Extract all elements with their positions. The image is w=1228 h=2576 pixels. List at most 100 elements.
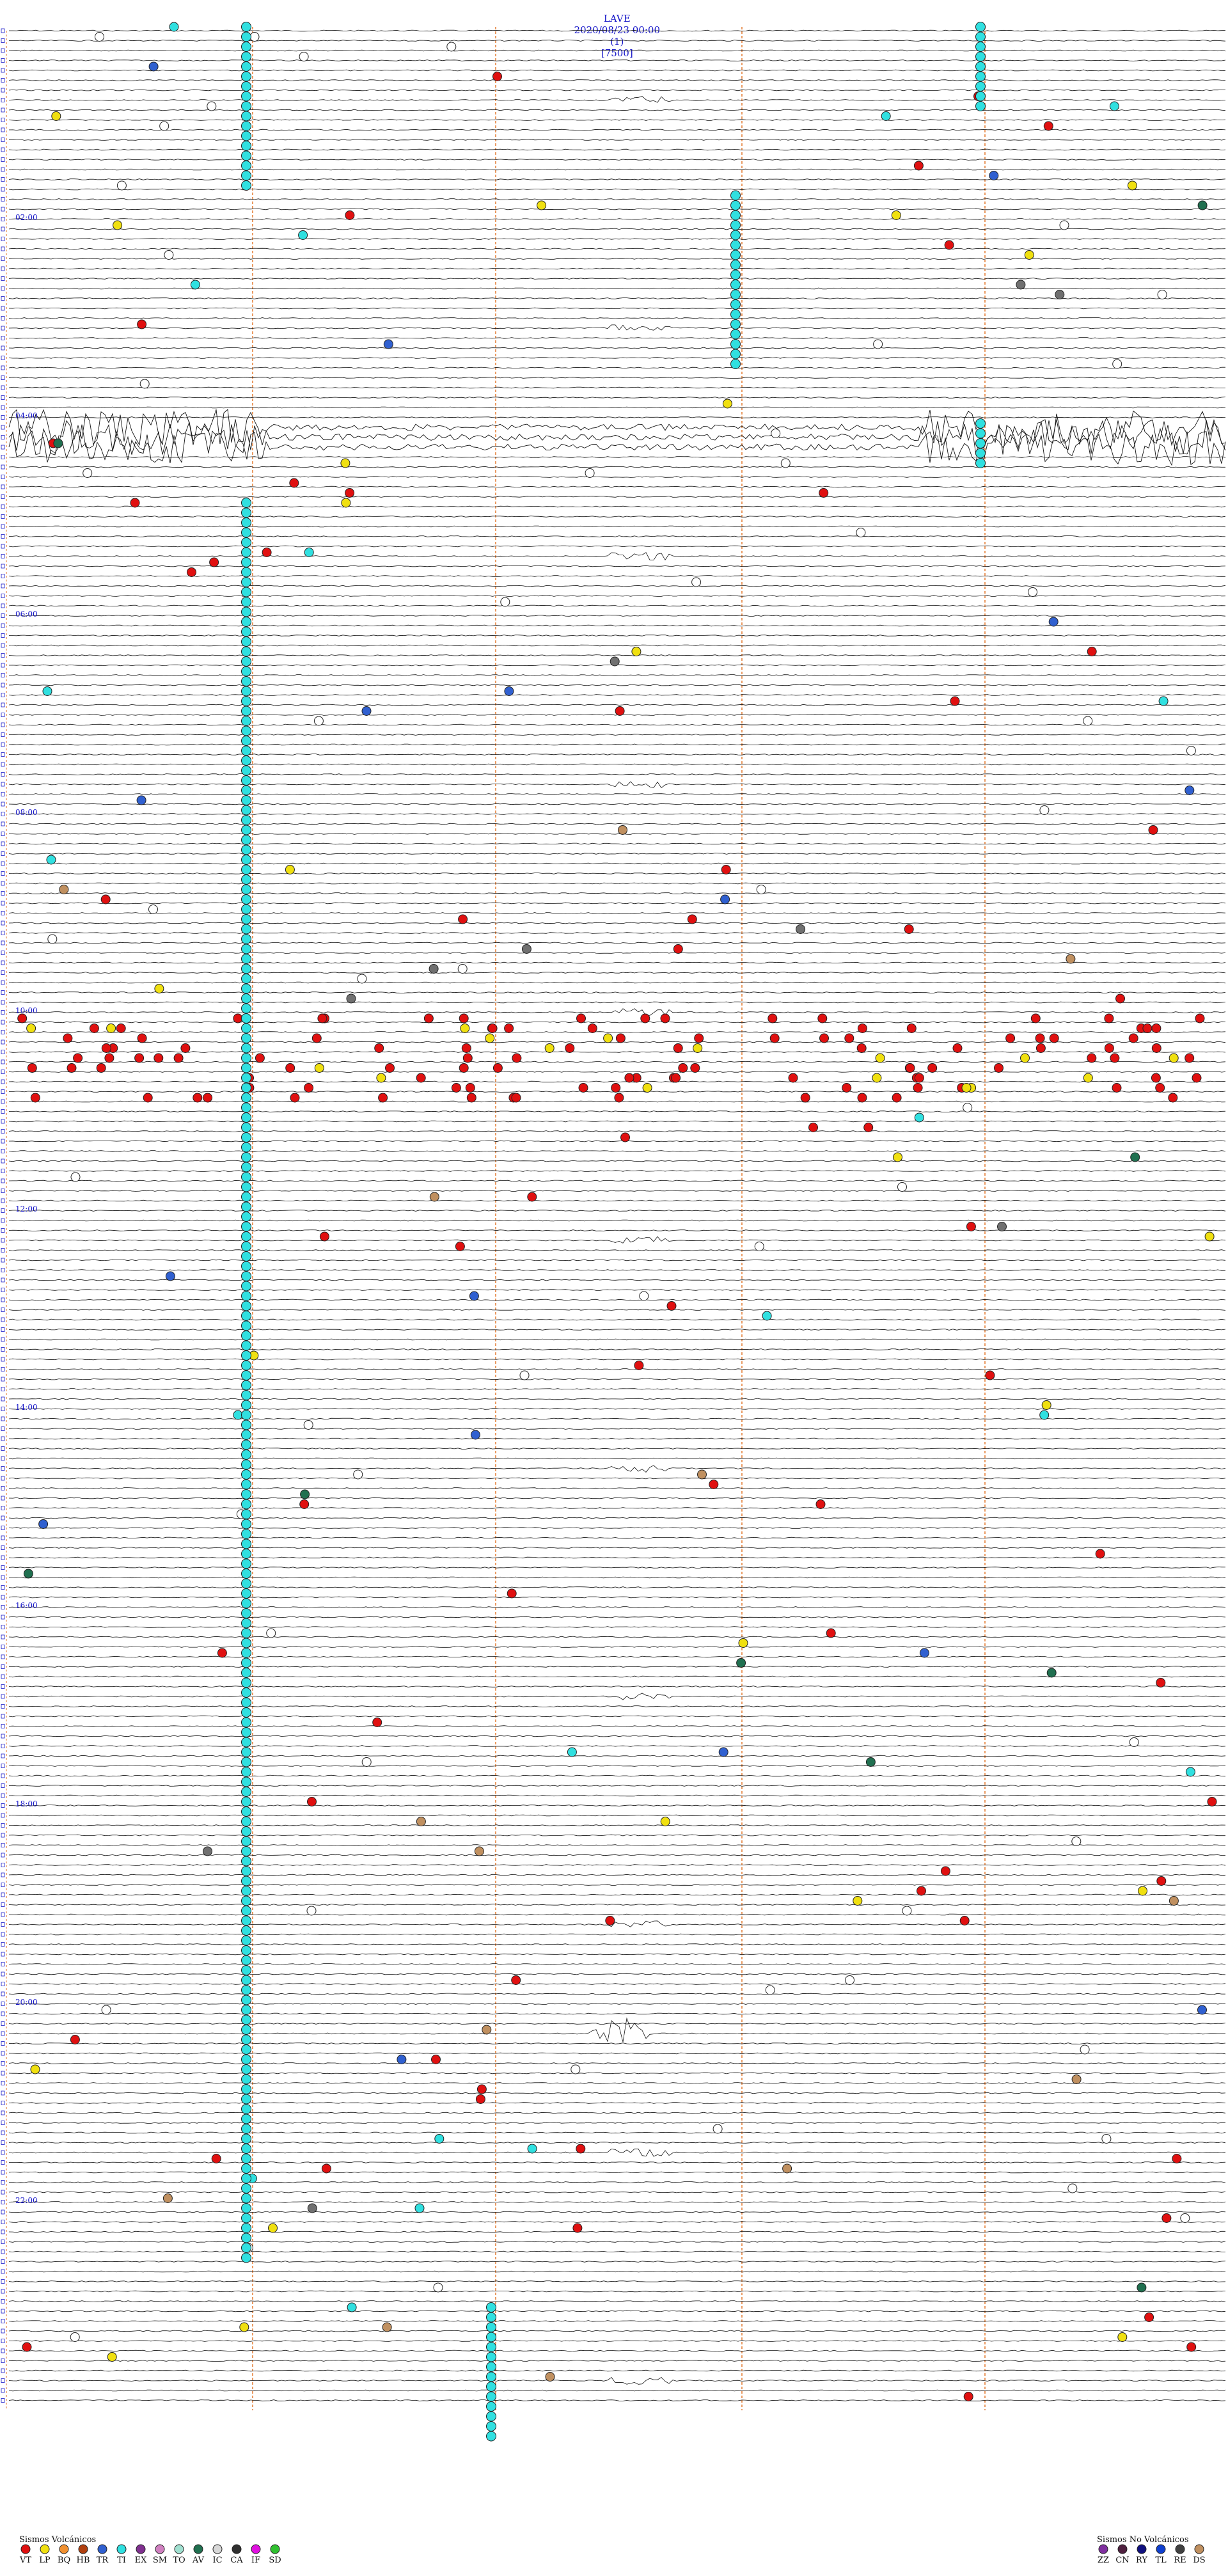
event-marker bbox=[587, 1023, 597, 1033]
trace-row-53 bbox=[8, 545, 1226, 548]
row-marker-235 bbox=[1, 2348, 5, 2353]
trace-row-236 bbox=[8, 2360, 1226, 2362]
row-marker-209 bbox=[1, 2090, 5, 2096]
row-marker-124 bbox=[1, 1248, 5, 1252]
row-marker-66 bbox=[1, 673, 5, 677]
row-marker-53 bbox=[1, 544, 5, 549]
event-marker bbox=[1049, 1033, 1059, 1043]
ti-column-5-marker bbox=[241, 1697, 251, 1708]
event-marker bbox=[27, 1063, 37, 1073]
event-marker bbox=[457, 964, 468, 974]
row-marker-115 bbox=[1, 1158, 5, 1164]
ti-column-5-marker bbox=[241, 1291, 251, 1301]
event-marker bbox=[431, 2055, 441, 2064]
trace-row-56 bbox=[8, 575, 1226, 577]
ti-column-5-marker bbox=[241, 1995, 251, 2005]
event-marker bbox=[376, 1073, 386, 1083]
trace-row-159 bbox=[8, 1596, 1226, 1599]
event-marker bbox=[963, 1103, 973, 1112]
event-marker bbox=[736, 1658, 746, 1668]
volcanic-legend-ic-icon bbox=[212, 2544, 223, 2554]
event-marker bbox=[1169, 1053, 1179, 1063]
ti-column-5-marker bbox=[241, 1261, 251, 1272]
event-marker bbox=[30, 1093, 40, 1103]
event-marker bbox=[1067, 2183, 1078, 2193]
ti-column-5-marker bbox=[241, 755, 251, 766]
trace-row-203 bbox=[8, 2017, 1226, 2043]
event-marker bbox=[22, 2342, 32, 2352]
ti-column-5-marker bbox=[241, 1935, 251, 1946]
event-marker bbox=[434, 2134, 445, 2144]
ti-column-5-marker bbox=[241, 547, 251, 558]
trace-row-199 bbox=[8, 1993, 1225, 1995]
event-marker bbox=[578, 1083, 588, 1093]
trace-row-170 bbox=[8, 1705, 1226, 1707]
volcanic-legend-sm-label: SM bbox=[152, 2556, 168, 2565]
event-marker bbox=[1158, 696, 1169, 706]
ti-column-5-marker bbox=[241, 2074, 251, 2085]
row-marker-11 bbox=[1, 127, 5, 132]
ti-column-5-marker bbox=[241, 1281, 251, 1292]
ti-column-5-marker bbox=[241, 1023, 251, 1034]
row-marker-94 bbox=[1, 951, 5, 955]
event-marker bbox=[458, 914, 468, 924]
volcanic-legend-lp-label: LP bbox=[39, 2556, 51, 2565]
event-marker bbox=[1168, 1093, 1178, 1103]
trace-row-207 bbox=[8, 2072, 1226, 2074]
row-marker-191 bbox=[1, 1912, 5, 1917]
event-marker bbox=[1148, 825, 1158, 835]
ti-column-5-marker bbox=[241, 1430, 251, 1440]
row-marker-23 bbox=[1, 246, 5, 251]
row-marker-110 bbox=[1, 1109, 5, 1114]
trace-row-44 bbox=[8, 456, 1226, 458]
ti-column-5-marker bbox=[241, 795, 251, 805]
trace-row-10 bbox=[8, 119, 1226, 121]
row-marker-71 bbox=[1, 722, 5, 727]
event-marker bbox=[429, 1192, 439, 1202]
volcanic-legend-to-icon bbox=[174, 2544, 184, 2554]
ti-column-5-marker bbox=[241, 676, 251, 686]
row-marker-72 bbox=[1, 732, 5, 737]
ti-column-5-marker bbox=[241, 537, 251, 548]
trace-row-219 bbox=[8, 2191, 1226, 2193]
volcanic-legend-vt-label: VT bbox=[19, 2556, 32, 2565]
ti-column-2-marker bbox=[730, 339, 741, 349]
row-marker-96 bbox=[1, 970, 5, 975]
ti-column-5-marker bbox=[241, 1578, 251, 1589]
ti-column-6-marker bbox=[486, 2382, 496, 2392]
row-marker-155 bbox=[1, 1555, 5, 1560]
row-marker-6 bbox=[1, 78, 5, 83]
volcanic-legend-ti-icon bbox=[116, 2544, 127, 2554]
event-marker bbox=[89, 1023, 99, 1033]
ti-column-5-marker bbox=[241, 1439, 251, 1450]
event-marker bbox=[1129, 1737, 1139, 1747]
event-marker bbox=[474, 1846, 484, 1856]
row-marker-188 bbox=[1, 1883, 5, 1887]
event-marker bbox=[1142, 1023, 1153, 1033]
row-marker-52 bbox=[1, 534, 5, 539]
event-marker bbox=[1151, 1023, 1161, 1033]
ti-column-3-marker bbox=[975, 81, 986, 91]
ti-column-5-marker bbox=[241, 1370, 251, 1380]
trace-row-161 bbox=[8, 1616, 1226, 1618]
trace-row-220 bbox=[8, 2201, 1226, 2203]
volcanic-legend-bq-label: BQ bbox=[57, 2556, 71, 2565]
ti-column-5-marker bbox=[241, 2252, 251, 2263]
event-marker bbox=[1110, 1053, 1120, 1063]
trace-row-131 bbox=[8, 1318, 1226, 1321]
event-marker bbox=[788, 1073, 798, 1083]
event-marker bbox=[314, 1063, 324, 1073]
event-marker bbox=[285, 865, 295, 874]
ti-column-1-marker bbox=[241, 42, 251, 52]
trace-row-168 bbox=[8, 1686, 1226, 1687]
row-marker-85 bbox=[1, 861, 5, 866]
ti-column-2-marker bbox=[730, 280, 741, 290]
trace-row-13 bbox=[8, 148, 1226, 151]
ti-column-6-marker bbox=[486, 2411, 496, 2422]
event-marker bbox=[1035, 1033, 1045, 1043]
event-marker bbox=[1071, 1837, 1082, 1846]
row-marker-227 bbox=[1, 2269, 5, 2274]
row-marker-21 bbox=[1, 226, 5, 232]
event-marker bbox=[249, 32, 260, 42]
event-marker bbox=[963, 2392, 973, 2401]
